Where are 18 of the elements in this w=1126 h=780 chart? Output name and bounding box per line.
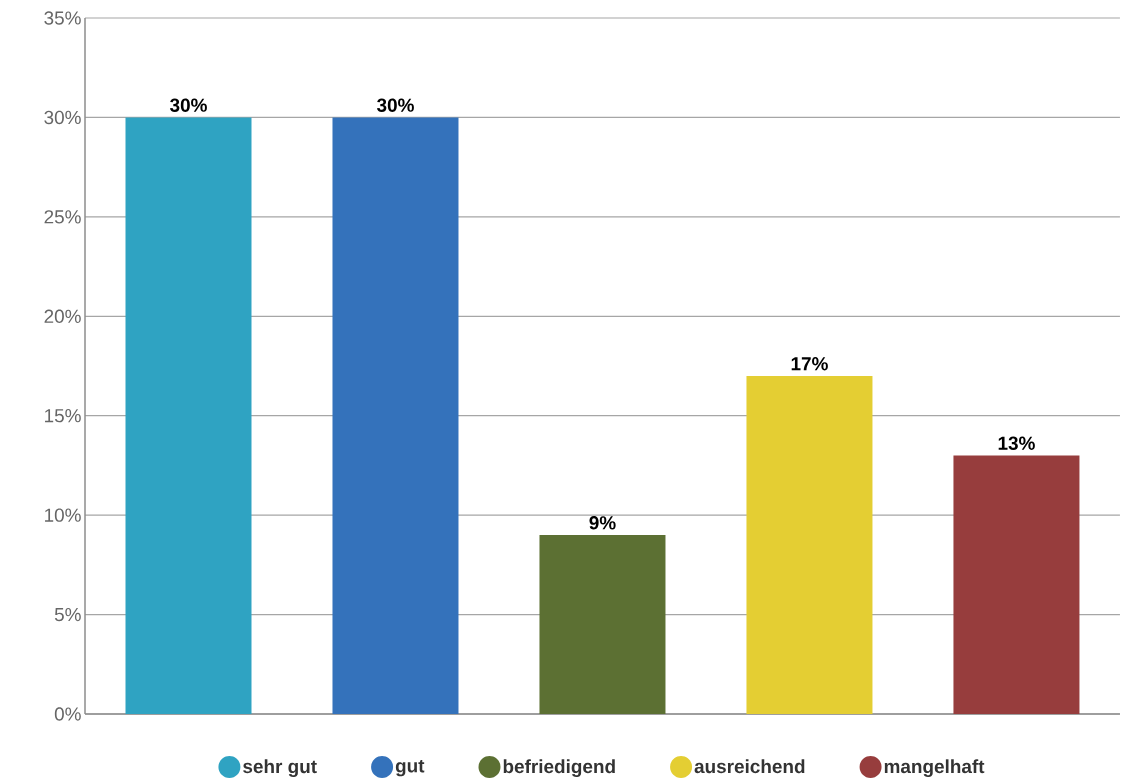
data-label: 30% <box>169 98 207 112</box>
legend-label: gut <box>395 759 425 777</box>
legend-label: sehr gut <box>243 759 317 778</box>
y-tick-label: 10% <box>45 508 81 522</box>
y-tick-label: 5% <box>54 607 81 622</box>
legend-label: ausreichend <box>694 759 805 774</box>
data-label: 9% <box>589 516 616 530</box>
y-tick-label: 0% <box>54 707 81 721</box>
y-tick-label: 35% <box>44 11 81 25</box>
y-tick-label: 30% <box>44 110 81 125</box>
data-label: 30% <box>376 98 414 112</box>
y-tick-label: 25% <box>44 210 81 224</box>
legend-label: mangelhaft <box>884 759 985 778</box>
y-tick-label: 15% <box>45 409 81 423</box>
legend-label: befriedigend <box>503 759 615 778</box>
data-label: 13% <box>998 436 1035 450</box>
data-label: 17% <box>791 357 828 371</box>
y-tick-label: 20% <box>44 309 81 323</box>
